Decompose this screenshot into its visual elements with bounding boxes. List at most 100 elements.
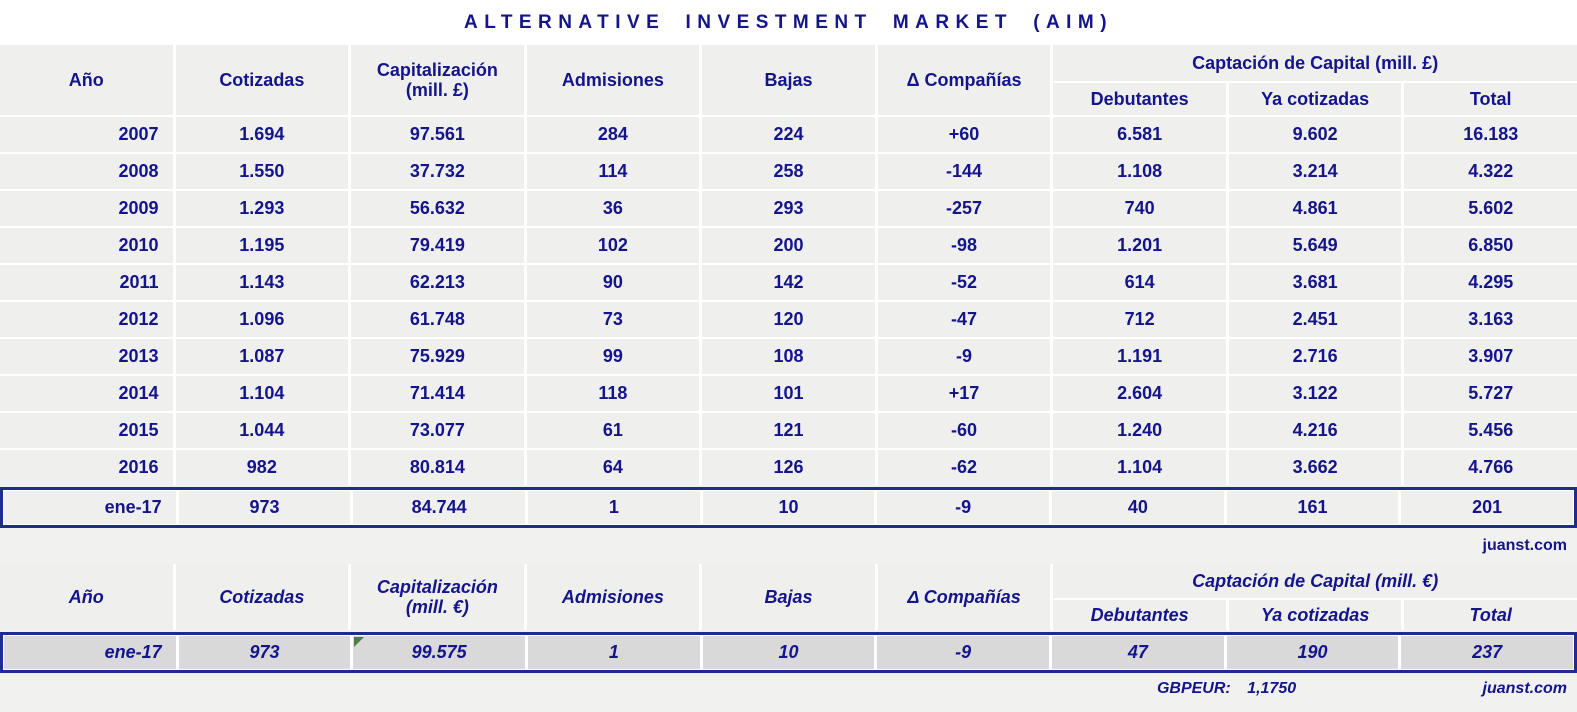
year-cell: 2011 <box>0 265 173 300</box>
col-header-admisiones: Admisiones <box>526 45 700 115</box>
watermark-top: juanst.com <box>1482 537 1567 554</box>
value-cell: 1.108 <box>1053 154 1226 189</box>
value-cell: 73.077 <box>351 413 524 448</box>
value-cell: 284 <box>526 117 700 152</box>
value-cell: -98 <box>877 228 1051 263</box>
value-cell: -9 <box>877 636 1049 669</box>
value-cell: 61 <box>526 413 700 448</box>
col-header-bajas: Bajas <box>702 45 875 115</box>
value-cell: 2.451 <box>1228 302 1402 337</box>
value-cell: 982 <box>175 450 349 485</box>
value-cell: 973 <box>178 636 351 669</box>
col-header-debutantes: Debutantes <box>1053 83 1226 115</box>
value-cell: +60 <box>877 117 1051 152</box>
footer-row: GBPEUR: 1,1750 juanst.com <box>0 673 1577 705</box>
value-cell: 4.861 <box>1228 191 1402 226</box>
value-cell: 2.604 <box>1053 376 1226 411</box>
value-cell: 1.044 <box>175 413 349 448</box>
value-cell: 101 <box>702 376 875 411</box>
col-header-delta-companias: Δ Compañías <box>877 564 1051 630</box>
value-cell: 224 <box>702 117 875 152</box>
value-cell: 1.087 <box>175 339 349 374</box>
value-cell: -9 <box>877 339 1051 374</box>
table-header-gbp: Año Cotizadas Capitalización (mill. £) A… <box>0 45 1577 115</box>
value-cell: 73 <box>526 302 700 337</box>
year-cell: 2007 <box>0 117 173 152</box>
year-cell: 2010 <box>0 228 173 263</box>
table-row: 2013 1.087 75.929 99 108 -9 1.191 2.716 3.907 <box>0 339 1577 374</box>
table-row: 2016 982 80.814 64 126 -62 1.104 3.662 4.766 <box>0 450 1577 485</box>
value-cell: 120 <box>702 302 875 337</box>
value-cell: 161 <box>1226 491 1399 524</box>
value-cell: 237 <box>1401 636 1573 669</box>
value-cell: 108 <box>702 339 875 374</box>
value-cell: -9 <box>877 491 1049 524</box>
col-header-ano: Año <box>0 45 173 115</box>
value-cell: 5.602 <box>1404 191 1577 226</box>
value-cell: 1.195 <box>175 228 349 263</box>
year-cell: 2013 <box>0 339 173 374</box>
col-header-ya-cotizadas: Ya cotizadas <box>1228 600 1402 630</box>
value-cell: 190 <box>1226 636 1399 669</box>
col-header-cotizadas: Cotizadas <box>175 564 349 630</box>
value-cell: 4.766 <box>1404 450 1577 485</box>
highlight-row-eur-ene-17: ene-17 973 99.575 1 10 -9 47 190 237 <box>0 632 1577 673</box>
value-cell: 114 <box>526 154 700 189</box>
table-row: 2015 1.044 73.077 61 121 -60 1.240 4.216 5.456 <box>0 413 1577 448</box>
value-cell: 1.191 <box>1053 339 1226 374</box>
value-cell: 2.716 <box>1228 339 1402 374</box>
table-body-gbp: 2007 1.694 97.561 284 224 +60 6.581 9.602 16.183… <box>0 115 1577 485</box>
aim-table-eur: Año Cotizadas Capitalización (mill. €) A… <box>0 564 1577 673</box>
value-cell: 97.561 <box>351 117 524 152</box>
value-cell: 3.681 <box>1228 265 1402 300</box>
value-cell: 61.748 <box>351 302 524 337</box>
value-cell: 90 <box>526 265 700 300</box>
value-cell: 84.744 <box>353 491 525 524</box>
value-cell: -62 <box>877 450 1051 485</box>
table-header-eur: Año Cotizadas Capitalización (mill. €) A… <box>0 564 1577 630</box>
cell-corner-flag-icon <box>354 637 365 647</box>
value-cell: 40 <box>1052 491 1224 524</box>
value-cell: 5.727 <box>1404 376 1577 411</box>
table-row: ene-17 973 99.575 1 10 -9 47 190 237 <box>4 636 1573 669</box>
value-cell: 71.414 <box>351 376 524 411</box>
value-cell: 80.814 <box>351 450 524 485</box>
value-cell: 6.581 <box>1053 117 1226 152</box>
value-cell: 1.240 <box>1053 413 1226 448</box>
value-cell: -52 <box>877 265 1051 300</box>
value-cell: 200 <box>702 228 875 263</box>
col-header-delta-companias: Δ Compañías <box>877 45 1051 115</box>
value-text: 99.575 <box>411 642 467 662</box>
value-cell: 1.096 <box>175 302 349 337</box>
value-cell: 99 <box>526 339 700 374</box>
col-header-bajas: Bajas <box>702 564 875 630</box>
value-cell: 1.104 <box>175 376 349 411</box>
value-cell: 712 <box>1053 302 1226 337</box>
exchange-rate-label: GBPEUR: <box>1156 680 1231 697</box>
value-cell: 4.322 <box>1404 154 1577 189</box>
value-cell: 10 <box>702 636 875 669</box>
value-cell: 5.649 <box>1228 228 1402 263</box>
col-header-ya-cotizadas: Ya cotizadas <box>1228 83 1402 115</box>
value-cell: 47 <box>1052 636 1224 669</box>
value-cell: -47 <box>877 302 1051 337</box>
value-cell: 614 <box>1053 265 1226 300</box>
value-cell: 56.632 <box>351 191 524 226</box>
value-cell: 1.104 <box>1053 450 1226 485</box>
value-cell: 16.183 <box>1404 117 1577 152</box>
col-header-debutantes: Debutantes <box>1053 600 1226 630</box>
value-cell: 1 <box>528 491 700 524</box>
value-cell-capitalizacion: 99.575 <box>353 636 525 669</box>
value-cell: -60 <box>877 413 1051 448</box>
value-cell: 126 <box>702 450 875 485</box>
value-cell: 9.602 <box>1228 117 1402 152</box>
value-cell: 1.293 <box>175 191 349 226</box>
table-row: 2012 1.096 61.748 73 120 -47 712 2.451 3.163 <box>0 302 1577 337</box>
value-cell: -257 <box>877 191 1051 226</box>
col-header-total: Total <box>1404 600 1577 630</box>
col-header-total: Total <box>1404 83 1577 115</box>
year-cell: 2015 <box>0 413 173 448</box>
value-cell: 3.163 <box>1404 302 1577 337</box>
year-cell: 2009 <box>0 191 173 226</box>
